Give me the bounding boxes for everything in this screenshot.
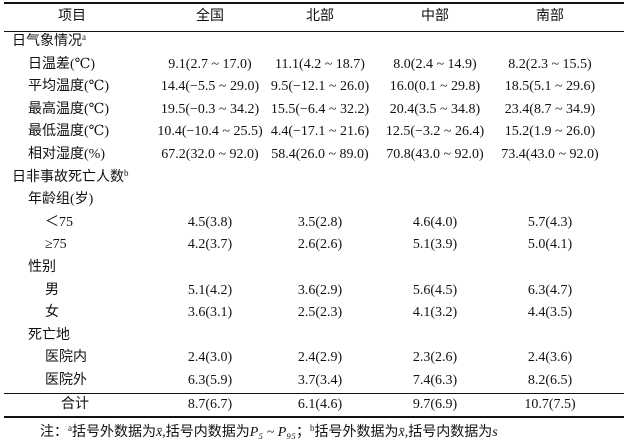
note-var: P₅ ~ P₉₅	[249, 425, 296, 440]
cell: 2.4(3.6)	[527, 350, 573, 366]
cell: 5.0(4.1)	[527, 237, 573, 253]
footnote-mark: b	[124, 167, 129, 178]
row-label: 平均温度(℃)	[28, 79, 109, 95]
cell: 4.4(3.5)	[527, 305, 573, 321]
cell: 5.1(4.2)	[187, 282, 233, 298]
total-cell: 10.7(7.5)	[524, 397, 576, 412]
note-text: ,括号内数据为	[404, 425, 493, 440]
cell: 15.5(−6.4 ~ 32.2)	[270, 101, 370, 117]
cell: 73.4(43.0 ~ 92.0)	[501, 147, 599, 162]
cell: 23.4(8.7 ~ 34.9)	[504, 101, 596, 117]
header-cell: 南部	[536, 9, 564, 24]
cell: 19.5(−0.3 ~ 34.2)	[160, 101, 260, 117]
row-label: 医院外	[45, 373, 87, 388]
cell: 4.1(3.2)	[412, 305, 458, 321]
note-var: x̄	[398, 425, 405, 440]
footnote-mark: a	[82, 32, 86, 42]
cell: 4.6(4.0)	[412, 214, 458, 230]
note-var: x̄	[156, 425, 163, 440]
row-label: 女	[45, 305, 59, 321]
cell: 6.3(5.9)	[187, 373, 233, 388]
total-cell: 6.1(4.6)	[297, 397, 343, 412]
cell: 2.3(2.6)	[412, 350, 458, 366]
row-label: 男	[45, 282, 59, 298]
note-text: 括号外数据为	[72, 425, 156, 440]
total-cell: 9.7(6.9)	[412, 397, 458, 412]
cell: 67.2(32.0 ~ 92.0)	[161, 147, 259, 162]
note: 注：a括号外数据为x̄,括号内数据为P₅ ~ P₉₅；b括号外数据为x̄,括号内…	[40, 423, 498, 441]
cell: 3.5(2.8)	[297, 214, 343, 230]
cell: 5.6(4.5)	[412, 282, 458, 298]
total-rule	[4, 393, 624, 394]
cell: 3.6(2.9)	[297, 282, 343, 298]
row-label: 最低温度(℃)	[28, 124, 109, 140]
note-prefix: 注：	[40, 425, 68, 440]
cell: 2.5(2.3)	[297, 305, 343, 321]
row-label: ＜75	[45, 214, 73, 230]
cell: 16.0(0.1 ~ 29.8)	[389, 79, 481, 95]
cell: 7.4(6.3)	[412, 373, 458, 388]
row-label: 相对湿度(%)	[28, 147, 105, 162]
cell: 6.3(4.7)	[527, 282, 573, 298]
row-label: 最高温度(℃)	[28, 101, 109, 117]
note-sep: ；	[296, 425, 310, 440]
cell: 8.0(2.4 ~ 14.9)	[393, 56, 477, 72]
cell: 2.6(2.6)	[297, 237, 343, 253]
total-label: 合计	[61, 397, 89, 412]
header-cell: 项目	[58, 9, 86, 24]
cell: 4.5(3.8)	[187, 214, 233, 230]
total-cell: 8.7(6.7)	[187, 397, 233, 412]
row-label: 日温差(℃)	[28, 56, 95, 72]
cell: 10.4(−10.4 ~ 25.5)	[157, 124, 263, 140]
cell: 20.4(3.5 ~ 34.8)	[389, 101, 481, 117]
top-rule	[4, 2, 624, 4]
footnote-mark: b	[310, 423, 315, 433]
row-label: 医院内	[45, 350, 87, 366]
cell: 15.2(1.9 ~ 26.0)	[504, 124, 596, 140]
cell: 4.2(3.7)	[187, 237, 233, 253]
row-label: ≥75	[45, 237, 67, 253]
section-title: 日非事故死亡人数b	[12, 167, 129, 185]
header-cell: 全国	[196, 9, 224, 24]
cell: 9.5(−12.1 ~ 26.0)	[270, 79, 370, 95]
cell: 3.7(3.4)	[297, 373, 343, 388]
note-text: 括号外数据为	[314, 425, 399, 440]
cell: 2.4(3.0)	[187, 350, 233, 366]
cell: 3.6(3.1)	[187, 305, 233, 321]
group-title: 性别	[28, 260, 56, 275]
header-rule	[4, 31, 624, 32]
group-title: 年龄组(岁)	[28, 192, 94, 208]
section-title: 日气象情况a	[12, 32, 86, 50]
cell: 58.4(26.0 ~ 89.0)	[271, 147, 369, 162]
cell: 8.2(2.3 ~ 15.5)	[508, 56, 592, 72]
header-cell: 北部	[306, 9, 334, 24]
note-text: ,括号内数据为	[162, 425, 250, 440]
bottom-rule	[4, 416, 624, 418]
cell: 9.1(2.7 ~ 17.0)	[168, 56, 252, 72]
cell: 14.4(−5.5 ~ 29.0)	[160, 79, 260, 95]
cell: 4.4(−17.1 ~ 21.6)	[270, 124, 370, 140]
cell: 2.4(2.9)	[297, 350, 343, 366]
footnote-mark: a	[68, 423, 72, 433]
cell: 11.1(4.2 ~ 18.7)	[275, 56, 365, 72]
cell: 5.1(3.9)	[412, 237, 458, 253]
cell: 8.2(6.5)	[527, 373, 573, 388]
note-var: s	[492, 425, 498, 440]
header-cell: 中部	[421, 9, 449, 24]
cell: 5.7(4.3)	[527, 214, 573, 230]
cell: 18.5(5.1 ~ 29.6)	[504, 79, 596, 95]
group-title: 死亡地	[28, 327, 70, 343]
cell: 12.5(−3.2 ~ 26.4)	[385, 124, 485, 140]
cell: 70.8(43.0 ~ 92.0)	[386, 147, 484, 162]
